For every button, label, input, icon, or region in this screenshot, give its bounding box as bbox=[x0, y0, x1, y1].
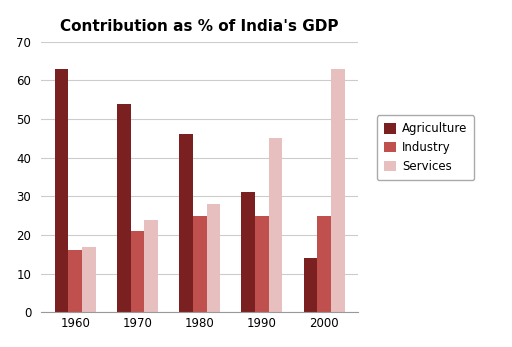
Bar bbox=[304, 258, 317, 312]
Bar bbox=[131, 231, 144, 312]
Bar bbox=[144, 220, 158, 312]
Bar bbox=[68, 251, 82, 312]
Bar bbox=[331, 69, 345, 312]
Bar bbox=[317, 215, 331, 312]
Legend: Agriculture, Industry, Services: Agriculture, Industry, Services bbox=[377, 115, 474, 180]
Bar bbox=[55, 69, 68, 312]
Bar bbox=[117, 103, 131, 312]
Bar bbox=[269, 138, 283, 312]
Bar bbox=[206, 204, 220, 312]
Bar bbox=[179, 134, 193, 312]
Bar bbox=[241, 193, 255, 312]
Title: Contribution as % of India's GDP: Contribution as % of India's GDP bbox=[60, 18, 339, 34]
Bar bbox=[82, 247, 96, 312]
Bar bbox=[255, 215, 269, 312]
Bar bbox=[193, 215, 206, 312]
